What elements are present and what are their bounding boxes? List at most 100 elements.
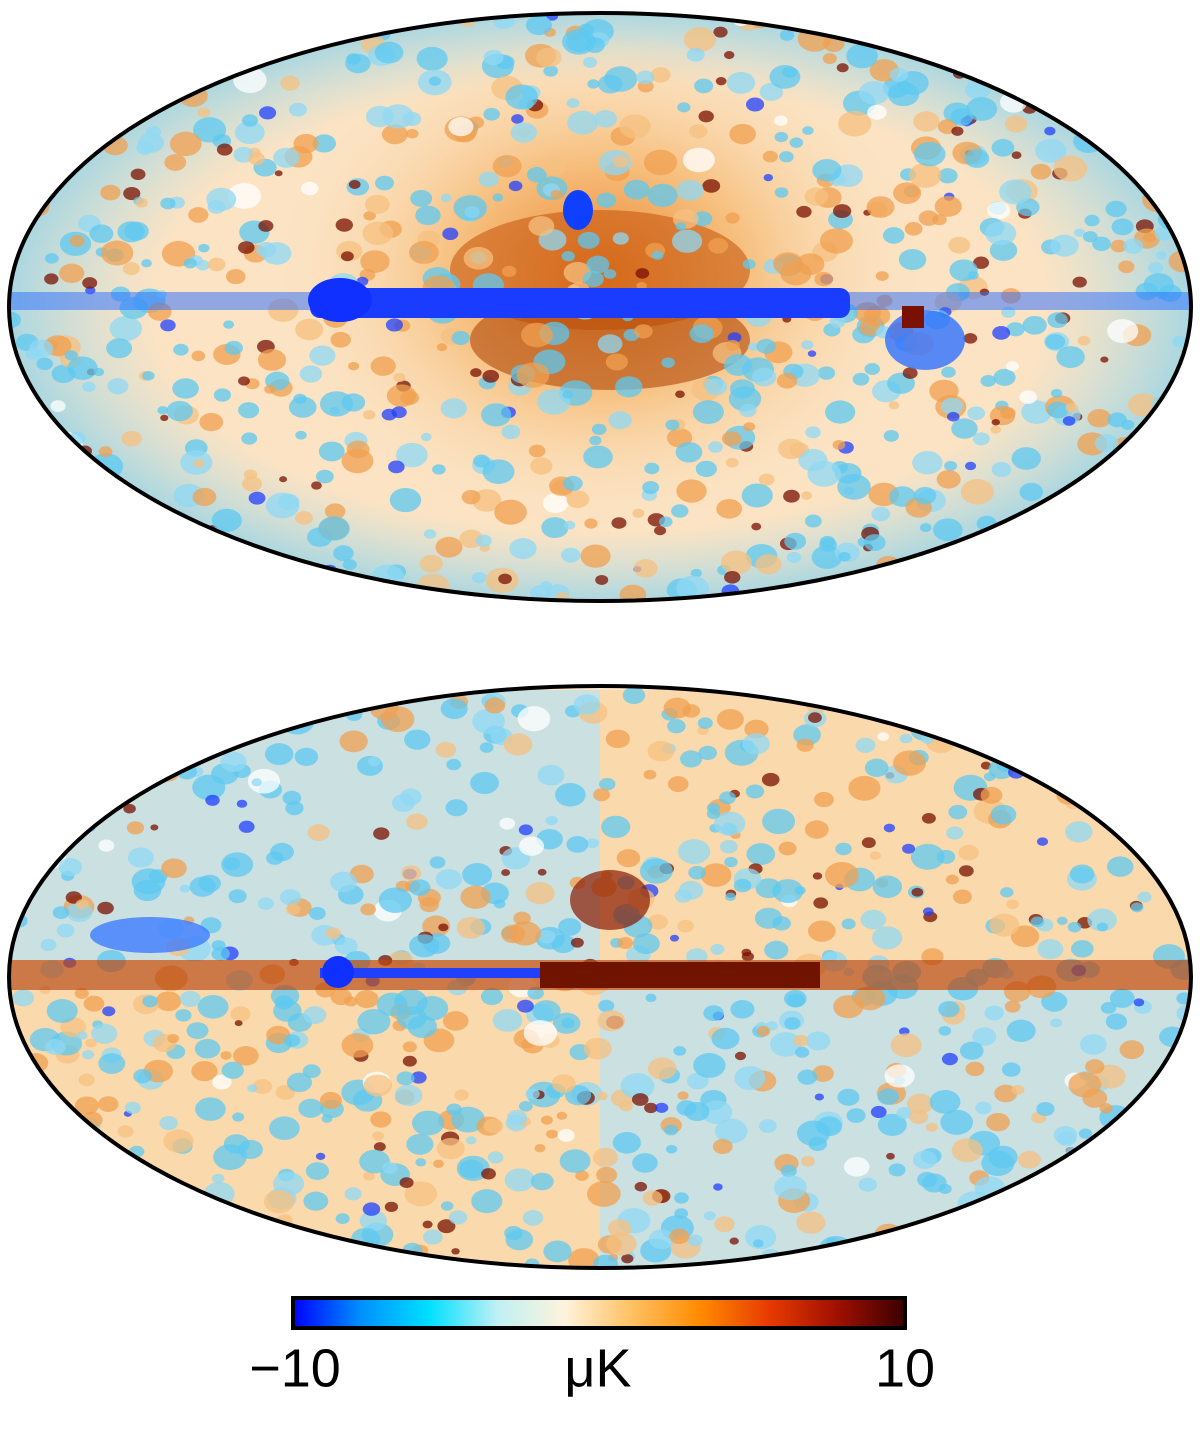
map-texture — [913, 487, 937, 505]
map-texture — [573, 694, 600, 715]
map-texture — [741, 483, 773, 508]
map-texture — [446, 1103, 462, 1116]
map-texture — [746, 843, 776, 866]
map-texture — [906, 1093, 934, 1114]
map-texture — [135, 72, 157, 89]
map-texture — [396, 1006, 427, 1030]
map-texture — [907, 570, 932, 590]
map-texture — [402, 1041, 417, 1053]
map-texture — [846, 1108, 866, 1123]
map-texture — [440, 398, 468, 419]
map-texture — [922, 13, 931, 17]
map-texture — [82, 277, 98, 289]
map-texture — [1163, 763, 1190, 784]
map-texture — [454, 1089, 469, 1101]
map-texture — [36, 357, 53, 371]
map-texture — [651, 250, 664, 260]
map-texture — [801, 340, 814, 350]
map-texture — [719, 839, 738, 854]
map-texture — [812, 872, 823, 880]
map-texture — [374, 175, 395, 191]
map-texture — [776, 372, 798, 389]
map-texture — [9, 103, 27, 118]
map-texture — [811, 545, 843, 569]
map-texture — [838, 110, 872, 137]
map-texture — [993, 368, 1016, 386]
map-texture — [1094, 434, 1119, 453]
map-texture — [965, 461, 977, 471]
map-texture — [1053, 1126, 1078, 1145]
map-texture — [359, 1210, 387, 1232]
map-texture — [330, 871, 357, 893]
map-texture — [169, 131, 202, 157]
map-texture — [1035, 507, 1069, 533]
map-texture — [277, 493, 300, 511]
map-texture — [157, 1213, 173, 1225]
map-texture — [479, 742, 494, 753]
map-texture — [741, 948, 752, 957]
map-texture — [155, 991, 182, 1012]
map-texture — [504, 1226, 523, 1241]
map-texture — [1048, 31, 1067, 46]
map-texture — [1097, 20, 1109, 29]
map-texture — [522, 1210, 544, 1226]
map-texture — [161, 858, 187, 879]
map-texture — [965, 1061, 985, 1077]
map-texture — [946, 574, 980, 600]
map-texture — [364, 194, 390, 214]
map-texture — [107, 1170, 130, 1188]
map-texture — [642, 1190, 663, 1206]
map-texture — [173, 343, 189, 356]
map-texture — [604, 66, 638, 92]
map-texture — [164, 154, 187, 171]
map-texture — [1093, 101, 1116, 118]
map-texture — [786, 993, 805, 1008]
map-texture — [1015, 1185, 1039, 1204]
map-texture — [580, 544, 611, 568]
map-texture — [1019, 482, 1044, 501]
map-texture — [1174, 156, 1185, 164]
map-texture — [325, 1251, 344, 1266]
map-texture — [518, 824, 533, 836]
map-texture — [642, 481, 660, 495]
map-texture — [778, 841, 797, 856]
map-texture — [1154, 108, 1170, 121]
map-texture — [631, 1093, 649, 1106]
map-texture — [422, 1229, 443, 1245]
map-texture — [1118, 260, 1135, 274]
map-texture — [9, 861, 19, 873]
map-texture — [516, 362, 550, 388]
map-texture — [870, 1105, 887, 1119]
map-texture — [344, 1187, 362, 1201]
map-texture — [259, 106, 277, 120]
map-texture — [720, 550, 752, 575]
map-texture — [796, 738, 814, 752]
map-texture — [117, 717, 132, 729]
map-texture — [82, 799, 102, 814]
map-texture — [929, 1090, 961, 1114]
map-texture — [192, 487, 217, 507]
colorbar-label: μK — [564, 1338, 631, 1398]
map-texture — [435, 741, 457, 758]
map-texture — [1044, 126, 1056, 136]
map-texture — [501, 424, 521, 440]
map-texture — [299, 365, 323, 383]
map-texture — [973, 256, 990, 269]
map-texture — [442, 227, 459, 241]
map-texture — [406, 1133, 434, 1155]
map-texture — [391, 794, 416, 812]
map-texture — [861, 837, 876, 849]
map-texture — [395, 442, 428, 468]
map-texture — [36, 1129, 51, 1140]
map-texture — [238, 402, 260, 419]
map-texture — [1050, 388, 1063, 398]
map-texture — [241, 114, 259, 127]
map-texture — [1138, 827, 1161, 845]
map-texture — [1101, 1183, 1135, 1210]
map-texture — [938, 1026, 952, 1036]
map-texture — [1006, 1019, 1036, 1042]
map-texture — [362, 1202, 381, 1216]
map-texture — [1027, 31, 1045, 46]
map-texture — [389, 487, 422, 513]
map-texture — [280, 75, 300, 91]
